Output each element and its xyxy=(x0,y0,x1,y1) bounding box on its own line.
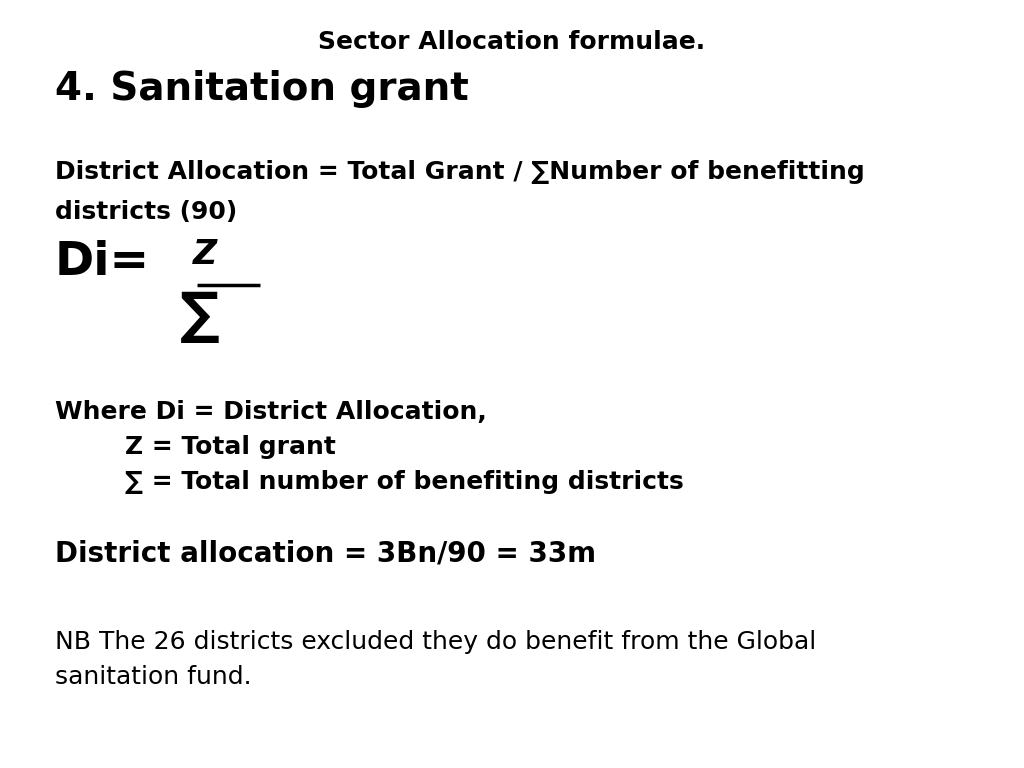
Text: Z = Total grant: Z = Total grant xyxy=(55,435,336,459)
Text: Sector Allocation formulae.: Sector Allocation formulae. xyxy=(318,30,706,54)
Text: Di=: Di= xyxy=(55,240,151,285)
Text: sanitation fund.: sanitation fund. xyxy=(55,665,252,689)
Text: District Allocation = Total Grant / ∑Number of benefitting: District Allocation = Total Grant / ∑Num… xyxy=(55,160,864,184)
Text: districts (90): districts (90) xyxy=(55,200,238,224)
Text: NB The 26 districts excluded they do benefit from the Global: NB The 26 districts excluded they do ben… xyxy=(55,630,816,654)
Text: 4. Sanitation grant: 4. Sanitation grant xyxy=(55,70,469,108)
Text: District allocation = 3Bn/90 = 33m: District allocation = 3Bn/90 = 33m xyxy=(55,540,596,568)
Text: Where Di = District Allocation,: Where Di = District Allocation, xyxy=(55,400,486,424)
Text: ∑: ∑ xyxy=(180,290,220,344)
Text: ∑ = Total number of benefiting districts: ∑ = Total number of benefiting districts xyxy=(55,470,684,494)
Text: Z: Z xyxy=(193,238,217,271)
